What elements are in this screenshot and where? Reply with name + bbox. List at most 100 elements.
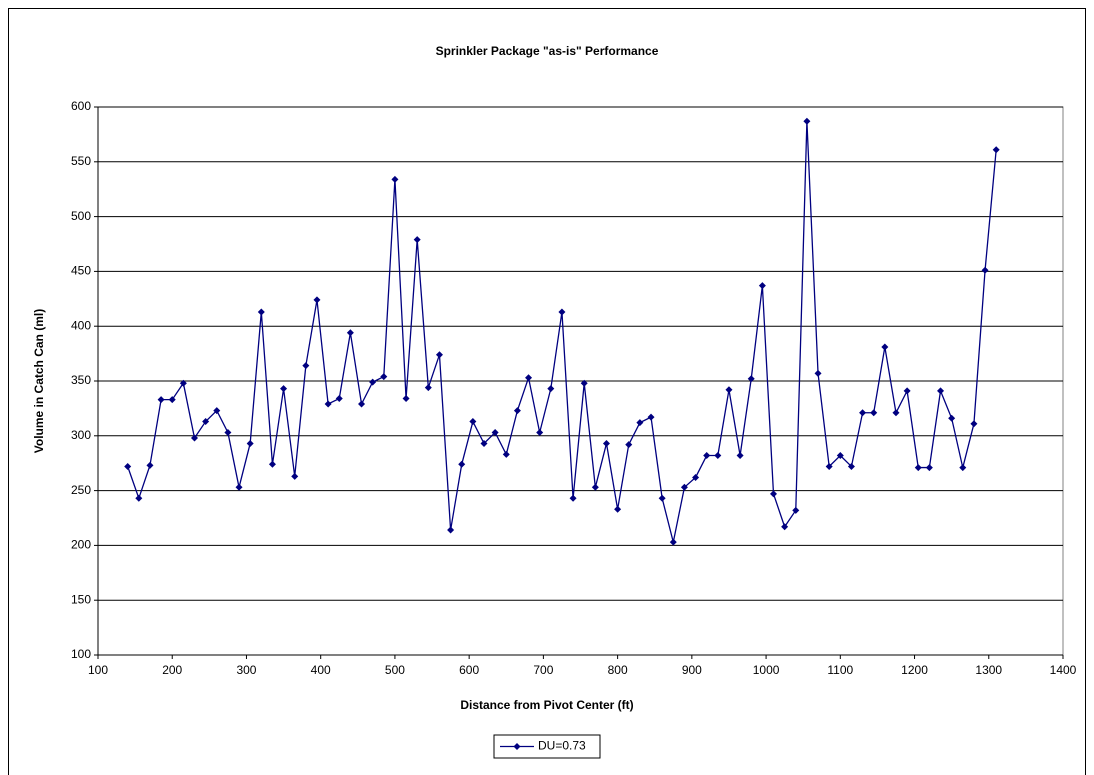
data-point: [781, 523, 789, 531]
y-axis-label: Volume in Catch Can (ml): [32, 309, 46, 453]
data-point: [447, 526, 455, 534]
data-point: [157, 396, 165, 404]
data-point: [914, 464, 922, 472]
data-point: [870, 409, 878, 417]
x-tick-label: 500: [385, 663, 405, 677]
data-point: [591, 483, 599, 491]
data-point: [792, 506, 800, 514]
x-tick-label: 400: [311, 663, 331, 677]
data-point: [625, 441, 633, 449]
y-tick-label: 400: [71, 318, 91, 332]
data-point: [179, 379, 187, 387]
x-tick-label: 1200: [901, 663, 928, 677]
data-point: [358, 400, 366, 408]
data-point: [892, 409, 900, 417]
data-point: [692, 473, 700, 481]
x-tick-label: 600: [459, 663, 479, 677]
y-tick-label: 200: [71, 538, 91, 552]
data-point: [135, 494, 143, 502]
data-point: [959, 464, 967, 472]
y-tick-label: 550: [71, 154, 91, 168]
data-point: [580, 379, 588, 387]
x-tick-label: 900: [682, 663, 702, 677]
y-tick-label: 250: [71, 483, 91, 497]
data-point: [480, 439, 488, 447]
data-point: [235, 483, 243, 491]
data-point: [469, 418, 477, 426]
x-tick-label: 700: [533, 663, 553, 677]
data-point: [569, 494, 577, 502]
data-point: [424, 384, 432, 392]
x-tick-label: 1300: [975, 663, 1002, 677]
data-point: [380, 373, 388, 381]
data-point: [536, 429, 544, 437]
data-point: [770, 490, 777, 498]
x-tick-label: 200: [162, 663, 182, 677]
data-point: [847, 462, 855, 470]
y-tick-label: 100: [71, 647, 91, 661]
legend-box: [493, 734, 601, 759]
data-point: [614, 505, 622, 513]
data-point: [747, 375, 755, 383]
data-point: [669, 538, 677, 546]
data-point: [803, 117, 811, 125]
data-point: [346, 329, 354, 337]
data-point: [313, 296, 321, 304]
data-point: [458, 460, 466, 468]
data-point: [903, 387, 911, 395]
data-point: [369, 378, 377, 386]
data-point: [547, 385, 555, 393]
data-point: [647, 413, 655, 421]
data-point: [525, 374, 533, 382]
data-point: [402, 395, 410, 403]
data-point: [124, 462, 132, 470]
y-tick-label: 500: [71, 209, 91, 223]
x-tick-label: 1400: [1050, 663, 1077, 677]
data-point: [191, 434, 198, 442]
y-tick-label: 150: [71, 592, 91, 606]
data-point: [224, 429, 232, 437]
legend-marker: [513, 743, 521, 750]
data-point: [413, 236, 421, 244]
data-point: [859, 409, 867, 417]
data-point: [558, 308, 566, 316]
data-point: [658, 494, 666, 502]
data-point: [280, 385, 288, 393]
data-point: [324, 400, 332, 408]
data-point: [391, 175, 399, 183]
data-point: [513, 407, 521, 415]
data-point: [992, 146, 1000, 154]
data-point: [146, 461, 154, 469]
data-point: [714, 452, 722, 460]
x-tick-label: 1000: [753, 663, 780, 677]
y-tick-label: 600: [71, 99, 91, 113]
data-point: [981, 266, 989, 274]
data-point: [213, 407, 221, 415]
data-point: [257, 308, 265, 316]
data-point: [937, 387, 945, 395]
data-point: [758, 282, 766, 290]
data-point: [836, 452, 844, 460]
x-tick-label: 1100: [827, 663, 853, 677]
legend-label: DU=0.73: [538, 739, 586, 753]
data-point: [725, 386, 733, 394]
data-point: [435, 351, 443, 359]
data-point: [602, 439, 610, 447]
y-tick-label: 350: [71, 373, 91, 387]
data-point: [246, 439, 254, 447]
x-tick-label: 800: [608, 663, 628, 677]
data-point: [703, 452, 711, 460]
data-point: [291, 472, 299, 480]
data-point: [268, 460, 276, 468]
data-point: [502, 450, 510, 458]
x-tick-label: 100: [88, 663, 108, 677]
data-point: [948, 414, 956, 422]
data-point: [636, 419, 644, 427]
x-tick-label: 300: [236, 663, 256, 677]
data-point: [302, 362, 310, 370]
data-point: [825, 462, 833, 470]
data-point: [736, 452, 744, 460]
chart-title: Sprinkler Package "as-is" Performance: [436, 44, 659, 58]
data-point: [970, 420, 978, 428]
data-point: [202, 418, 210, 426]
